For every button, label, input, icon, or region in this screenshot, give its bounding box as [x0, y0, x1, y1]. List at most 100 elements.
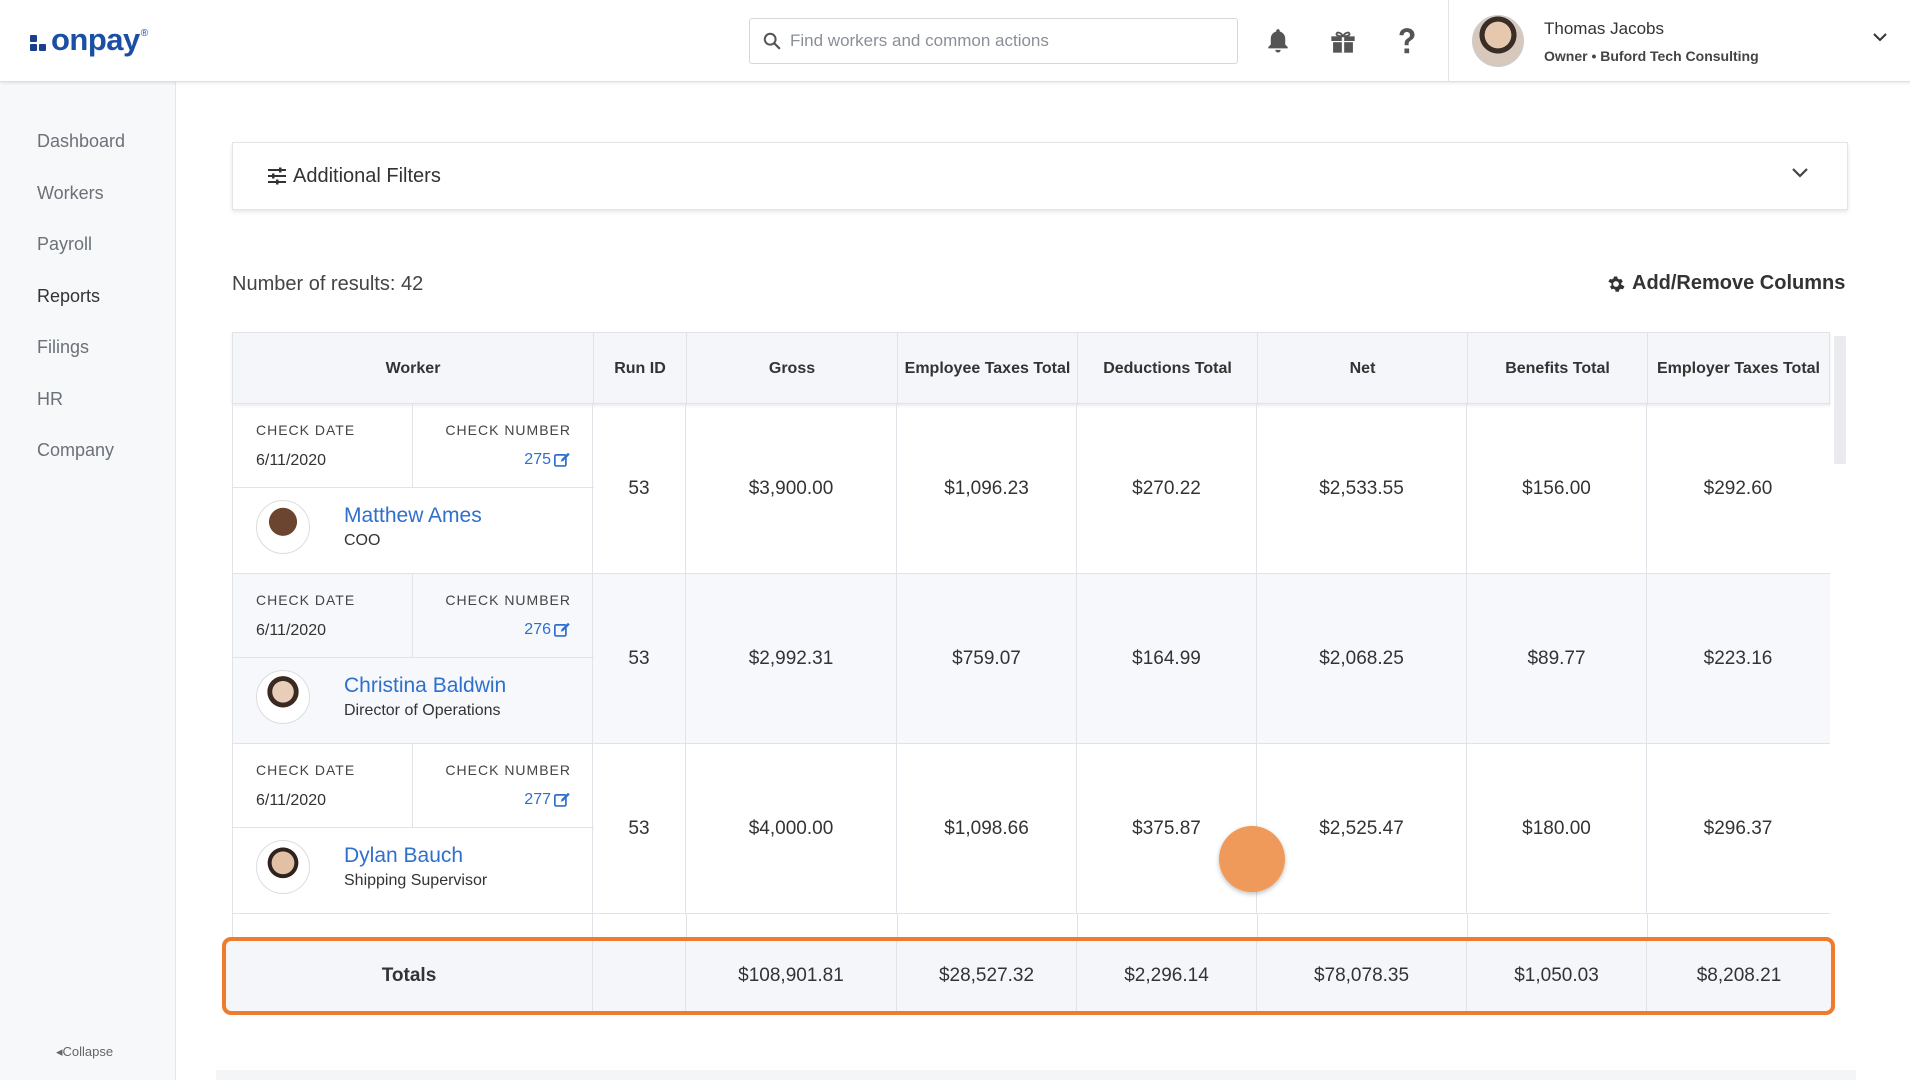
- totals-benefits: $1,050.03: [1467, 941, 1647, 1011]
- header-divider: [1448, 0, 1449, 82]
- user-name: Thomas Jacobs: [1544, 18, 1664, 38]
- worker-title: COO: [344, 532, 381, 549]
- sidebar-item-workers[interactable]: Workers: [37, 182, 104, 203]
- sidebar-item-reports[interactable]: Reports: [37, 285, 101, 306]
- logo-text: onpay: [51, 22, 140, 57]
- user-role: Owner • Buford Tech Consulting: [1544, 47, 1759, 64]
- check-number: 275: [524, 451, 551, 468]
- employee-taxes-cell: $1,098.66: [897, 744, 1077, 914]
- gift-icon[interactable]: [1326, 24, 1360, 58]
- top-header: onpay ® Thomas Jacobs Owner • Buford Tec…: [0, 0, 1910, 82]
- results-number: 42: [400, 273, 424, 295]
- worker-name-link[interactable]: Matthew Ames: [344, 504, 482, 527]
- main-content: Additional Filters Number of results: 42…: [176, 82, 1910, 1080]
- search-input[interactable]: [790, 31, 1210, 51]
- collapse-button[interactable]: ◂Collapse: [56, 1044, 113, 1060]
- notifications-bell-icon[interactable]: [1261, 24, 1295, 58]
- click-indicator: [1219, 826, 1285, 892]
- search-icon: [763, 32, 781, 50]
- check-number-link[interactable]: 277: [524, 791, 571, 809]
- check-date: 6/11/2020: [256, 452, 326, 469]
- logo-registered-mark: ®: [140, 27, 149, 39]
- employer-taxes-cell: $223.16: [1703, 648, 1773, 669]
- totals-employee-taxes: $28,527.32: [897, 941, 1077, 1011]
- chevron-down-icon[interactable]: [1872, 30, 1888, 48]
- sidebar-item-payroll[interactable]: Payroll: [37, 234, 93, 254]
- run-id-cell: 53: [593, 404, 686, 574]
- search-box[interactable]: [749, 18, 1238, 64]
- edit-icon: [554, 622, 570, 637]
- sidebar-item-dashboard[interactable]: Dashboard: [37, 131, 126, 151]
- sidebar-item-company[interactable]: Company: [37, 440, 115, 460]
- worker-avatar: [256, 840, 310, 894]
- column-header-employee-taxes-total[interactable]: Employee Taxes Total: [898, 333, 1078, 405]
- chevron-left-icon: ◂: [56, 1044, 63, 1059]
- chevron-down-icon[interactable]: [1791, 167, 1809, 179]
- check-date-label: CHECK DATE: [256, 422, 356, 438]
- sidebar-item-filings[interactable]: Filings: [37, 337, 90, 357]
- table-scrollbar[interactable]: [1834, 336, 1846, 464]
- table-row: CHECK DATE 6/11/2020 CHECK NUMBER 275 Ma…: [232, 404, 1830, 574]
- worker-cell: CHECK DATE 6/11/2020 CHECK NUMBER 275 Ma…: [232, 404, 594, 574]
- results-count: Number of results: 42: [232, 273, 423, 296]
- gross-cell: $2,992.31: [686, 574, 897, 744]
- check-number: 277: [524, 791, 551, 808]
- check-date: 6/11/2020: [256, 792, 326, 809]
- check-date-label: CHECK DATE: [256, 592, 356, 608]
- worker-name-link[interactable]: Christina Baldwin: [344, 674, 507, 697]
- column-header-deductions-total[interactable]: Deductions Total: [1078, 333, 1258, 405]
- worker-cell: CHECK DATE 6/11/2020 CHECK NUMBER 277 Dy…: [232, 744, 594, 914]
- gear-icon: [1608, 276, 1625, 292]
- totals-gross: $108,901.81: [686, 941, 897, 1011]
- gross-cell: $3,900.00: [686, 404, 897, 574]
- totals-employer-taxes: $8,208.21: [1696, 965, 1782, 986]
- edit-icon: [554, 792, 570, 807]
- deductions-cell: $270.22: [1077, 404, 1257, 574]
- user-menu[interactable]: Thomas Jacobs Owner • Buford Tech Consul…: [1472, 15, 1759, 67]
- check-date-label: CHECK DATE: [256, 762, 356, 778]
- worker-avatar: [256, 500, 310, 554]
- worker-title: Director of Operations: [344, 702, 501, 719]
- column-header-gross[interactable]: Gross: [687, 333, 898, 405]
- column-header-net[interactable]: Net: [1258, 333, 1468, 405]
- logo-mark-icon: [30, 35, 48, 53]
- user-avatar: [1472, 15, 1524, 67]
- collapse-label: Collapse: [62, 1044, 114, 1059]
- worker-title: Shipping Supervisor: [344, 872, 488, 889]
- worker-avatar: [256, 670, 310, 724]
- check-date: 6/11/2020: [256, 622, 326, 639]
- column-header-run-id[interactable]: Run ID: [594, 333, 687, 405]
- employer-taxes-cell: $296.37: [1703, 818, 1773, 839]
- benefits-cell: $180.00: [1467, 744, 1647, 914]
- totals-deductions: $2,296.14: [1077, 941, 1257, 1011]
- check-number-link[interactable]: 275: [524, 451, 571, 469]
- column-header-benefits-total[interactable]: Benefits Total: [1468, 333, 1648, 405]
- page-bottom-edge: [216, 1070, 1856, 1080]
- deductions-cell: $164.99: [1077, 574, 1257, 744]
- benefits-cell: $156.00: [1467, 404, 1647, 574]
- worker-name-link[interactable]: Dylan Bauch: [344, 844, 464, 867]
- net-cell: $2,533.55: [1257, 404, 1467, 574]
- check-number-label: CHECK NUMBER: [445, 422, 571, 438]
- payroll-report-table: Worker Run ID Gross Employee Taxes Total…: [232, 332, 1830, 938]
- help-question-icon[interactable]: [1390, 24, 1424, 58]
- additional-filters-label: Additional Filters: [293, 164, 441, 187]
- totals-row: Totals $108,901.81 $28,527.32 $2,296.14 …: [222, 937, 1835, 1015]
- add-remove-columns-button[interactable]: Add/Remove Columns: [1606, 272, 1845, 295]
- sliders-icon: [268, 167, 286, 185]
- additional-filters-panel[interactable]: Additional Filters: [232, 142, 1848, 210]
- employee-taxes-cell: $1,096.23: [897, 404, 1077, 574]
- net-cell: $2,525.47: [1257, 744, 1467, 914]
- column-header-worker[interactable]: Worker: [233, 333, 594, 405]
- totals-label: Totals: [226, 941, 593, 1011]
- check-number-link[interactable]: 276: [524, 621, 571, 639]
- column-header-employer-taxes-total[interactable]: Employer Taxes Total: [1648, 333, 1830, 405]
- table-row: CHECK DATE 6/11/2020 CHECK NUMBER 277 Dy…: [232, 744, 1830, 914]
- results-label: Number of results:: [232, 273, 396, 295]
- check-number-label: CHECK NUMBER: [445, 592, 571, 608]
- sidebar-item-hr[interactable]: HR: [37, 388, 63, 409]
- run-id-cell: 53: [593, 744, 686, 914]
- benefits-cell: $89.77: [1467, 574, 1647, 744]
- deductions-cell: $375.87: [1077, 744, 1257, 914]
- onpay-logo[interactable]: onpay ®: [30, 22, 148, 58]
